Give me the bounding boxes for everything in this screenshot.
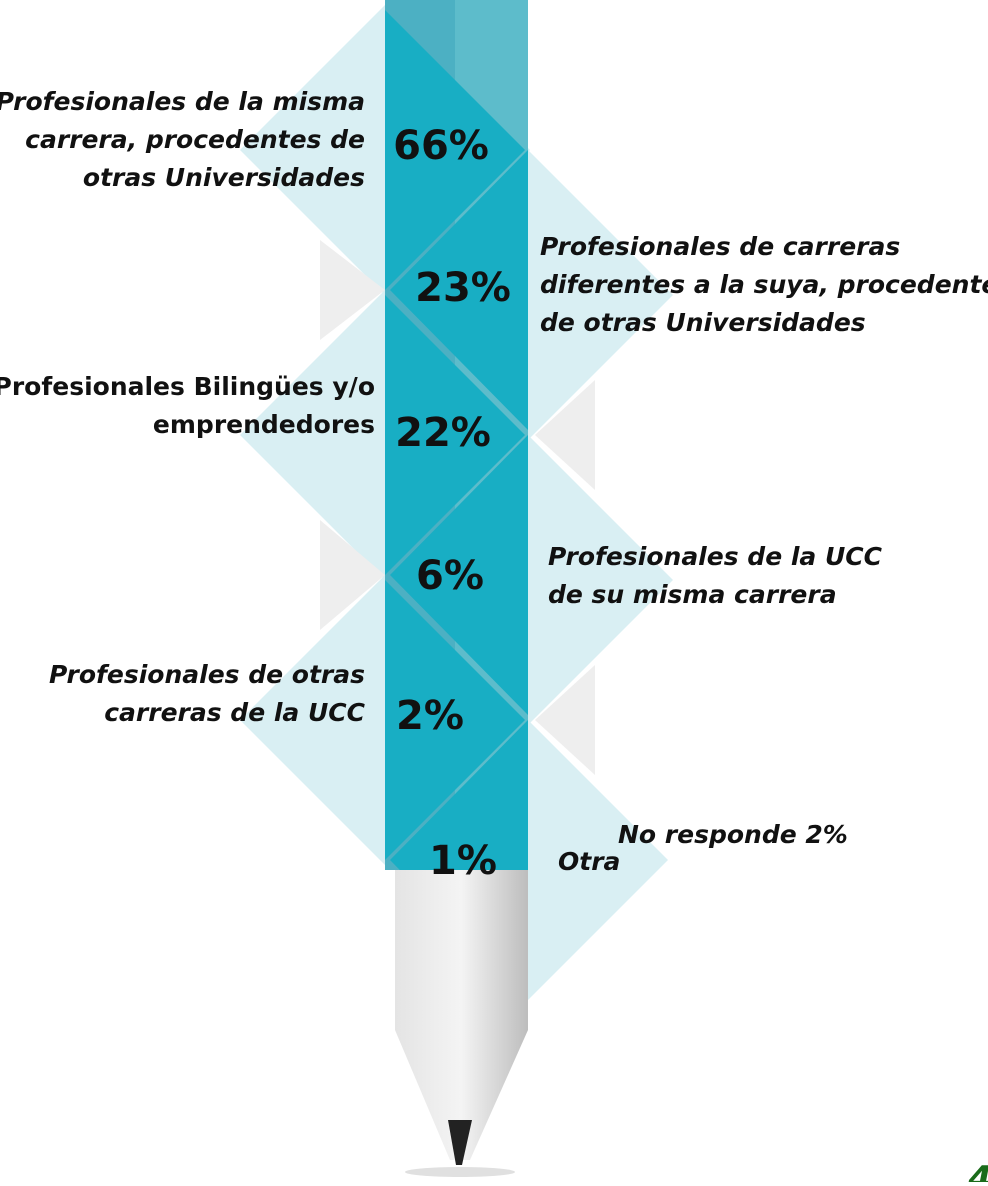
- percent: 6%: [416, 553, 484, 599]
- label-line: carreras de la UCC: [104, 698, 365, 727]
- percent: 2%: [396, 693, 464, 739]
- label-line: Profesionales de otras: [49, 660, 365, 689]
- label-line: de otras Universidades: [540, 308, 866, 337]
- label-line: carrera, procedentes de: [25, 125, 365, 154]
- footer: No responde 2%: [618, 820, 848, 849]
- label-line: Profesionales de la UCC: [548, 542, 883, 571]
- percent: 66%: [393, 123, 489, 169]
- label-line: emprendedores: [153, 410, 375, 439]
- percent: 1%: [429, 838, 497, 884]
- label-line: Profesionales Bilingües y/o: [0, 372, 375, 401]
- label-line: Profesionales de la misma: [0, 87, 365, 116]
- page-number: 4: [967, 1159, 988, 1182]
- pencil: [395, 870, 528, 1177]
- label-line: Profesionales de carreras: [540, 232, 900, 261]
- item-label: Profesionales de carreras diferentes a la…: [540, 232, 988, 337]
- page: Profesionales de la misma carrera, proced…: [0, 0, 988, 1182]
- label-line: Otra: [558, 847, 620, 876]
- label-line: otras Universidades: [83, 163, 365, 192]
- label-line: diferentes a la suya, procedentes: [540, 270, 988, 299]
- percent: 22%: [395, 410, 491, 456]
- label-line: de su misma carrera: [548, 580, 837, 609]
- infographic: Profesionales de la misma carrera, proced…: [0, 0, 988, 1182]
- percent: 23%: [415, 265, 511, 311]
- item-label: Otra: [558, 847, 620, 876]
- item-label: Profesionales de la misma carrera, proced…: [0, 87, 365, 192]
